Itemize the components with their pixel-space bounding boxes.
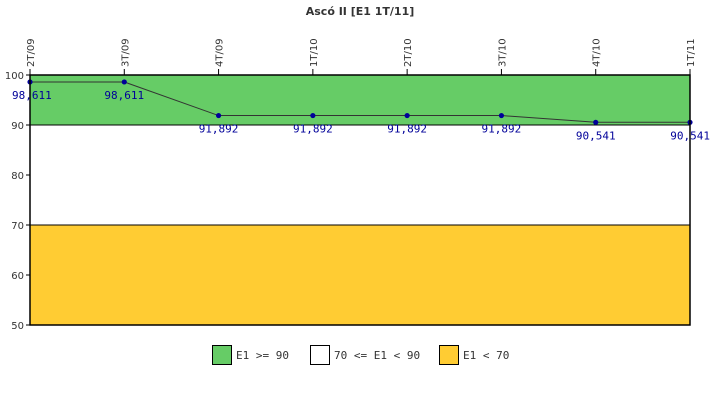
threshold-bands	[30, 75, 690, 325]
band-0	[30, 75, 690, 125]
legend-swatch-medium	[310, 345, 330, 365]
band-1	[30, 125, 690, 225]
data-label: 91,892	[293, 123, 333, 136]
x-axis: 2T/09 3T/09 4T/09 1T/10 2T/10 3T/10 4T/10 1T/11	[26, 38, 697, 75]
chart-title: Ascó II [E1 1T/11]	[306, 5, 415, 18]
legend-swatch-low	[439, 345, 459, 365]
y-tick-label: 90	[11, 121, 24, 132]
data-point	[498, 112, 505, 119]
data-point	[121, 79, 127, 85]
legend-item-good: E1 >= 90	[212, 344, 289, 366]
data-label: 91,892	[199, 123, 239, 136]
x-tick-label: 4T/09	[215, 38, 226, 67]
series: 98,611 98,611 91,892 91,892 91,892 91,892 90,5…	[12, 79, 710, 142]
x-tick-label: 4T/10	[592, 38, 603, 67]
data-label: 91,892	[387, 123, 427, 136]
data-point	[593, 119, 599, 125]
series-line	[30, 81, 690, 123]
x-tick-label: 1T/10	[309, 38, 320, 67]
legend-item-medium: 70 <= E1 < 90	[310, 344, 420, 366]
data-label: 98,611	[104, 89, 144, 102]
y-tick-label: 100	[5, 71, 24, 82]
y-tick-label: 80	[11, 171, 24, 182]
legend-label-good: E1 >= 90	[236, 348, 289, 362]
legend-label-low: E1 < 70	[463, 348, 510, 362]
x-tick-label: 1T/11	[686, 38, 697, 67]
chart: Ascó II [E1 1T/11] 50 60 70 80 90 100 2T/09 3T…	[5, 5, 710, 332]
y-axis: 50 60 70 80 90 100	[5, 71, 30, 332]
gridlines	[30, 124, 690, 226]
y-tick-label: 70	[11, 221, 24, 232]
legend-item-low: E1 < 70	[439, 344, 509, 366]
x-tick-label: 2T/10	[403, 38, 414, 67]
data-label: 98,611	[12, 89, 52, 102]
legend-swatch-good	[212, 345, 232, 365]
y-tick-label: 50	[11, 321, 24, 332]
data-label: 91,892	[482, 123, 522, 136]
x-tick-label: 3T/09	[120, 38, 131, 67]
x-tick-label: 2T/09	[26, 38, 37, 67]
plot-frame	[29, 74, 691, 326]
data-point	[215, 112, 222, 119]
data-point	[404, 112, 410, 119]
x-tick-label: 3T/10	[497, 38, 508, 67]
legend: E1 >= 90 70 <= E1 < 90 E1 < 70	[0, 344, 720, 368]
legend-label-medium: 70 <= E1 < 90	[334, 348, 421, 362]
data-point	[310, 112, 316, 119]
data-label: 90,541	[576, 129, 616, 142]
y-tick-label: 60	[11, 271, 24, 282]
band-2	[30, 225, 690, 325]
